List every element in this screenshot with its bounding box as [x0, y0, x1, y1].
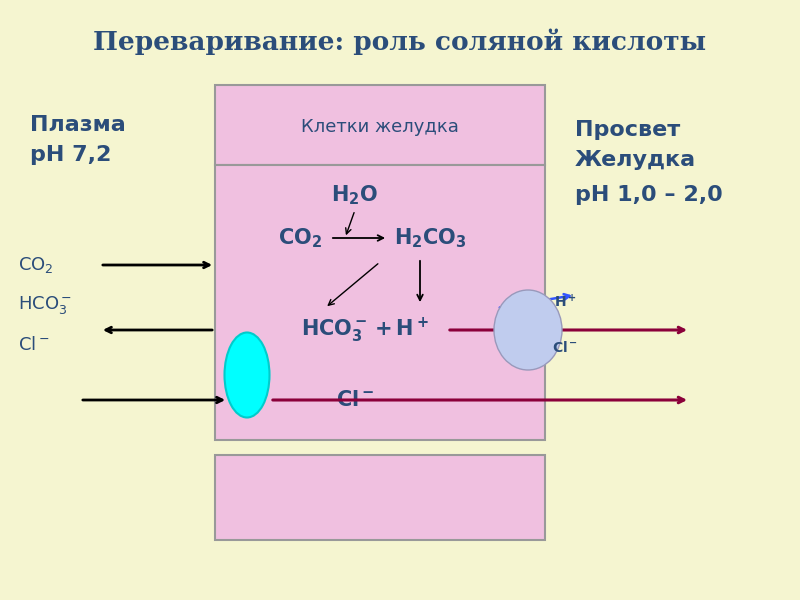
Text: $\mathbf{HCO_3^- + H^+}$: $\mathbf{HCO_3^- + H^+}$ [301, 316, 429, 344]
Ellipse shape [494, 290, 562, 370]
Text: $\mathbf{H_2CO_3}$: $\mathbf{H_2CO_3}$ [394, 226, 466, 250]
Text: pH 1,0 – 2,0: pH 1,0 – 2,0 [575, 185, 722, 205]
FancyBboxPatch shape [215, 455, 545, 540]
Text: Просвет: Просвет [575, 120, 680, 140]
Text: $\mathbf{Cl^-}$: $\mathbf{Cl^-}$ [336, 390, 374, 410]
Text: $\mathbf{CO_2}$: $\mathbf{CO_2}$ [278, 226, 322, 250]
Text: CO$_2$: CO$_2$ [18, 255, 54, 275]
Text: Переваривание: роль соляной кислоты: Переваривание: роль соляной кислоты [94, 29, 706, 55]
Text: pH 7,2: pH 7,2 [30, 145, 111, 165]
FancyBboxPatch shape [215, 85, 545, 165]
Ellipse shape [225, 332, 270, 418]
Text: Плазма: Плазма [30, 115, 126, 135]
FancyBboxPatch shape [215, 165, 545, 440]
Text: HCO$_3^-$: HCO$_3^-$ [18, 294, 72, 316]
Text: $\mathbf{H_2O}$: $\mathbf{H_2O}$ [331, 183, 378, 207]
Text: $\mathbf{H^+}$: $\mathbf{H^+}$ [554, 293, 577, 311]
Text: Cl$^-$: Cl$^-$ [18, 336, 50, 354]
Text: Желудка: Желудка [575, 150, 696, 170]
Text: Клетки желудка: Клетки желудка [301, 118, 459, 136]
Text: $\mathbf{Cl^-}$: $\mathbf{Cl^-}$ [552, 340, 578, 355]
